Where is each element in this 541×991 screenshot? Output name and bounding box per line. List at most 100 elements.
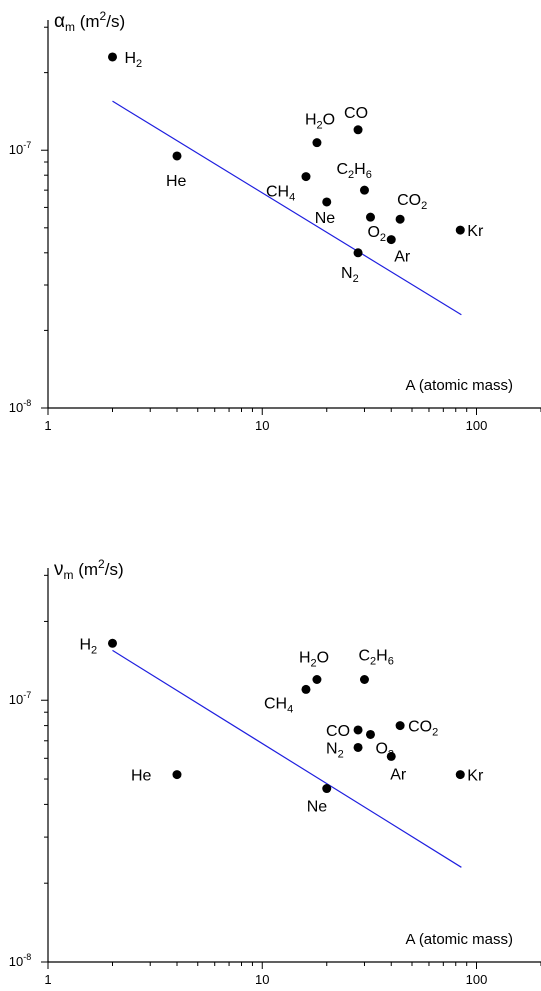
data-point bbox=[107, 52, 117, 62]
point-label-subscript: 6 bbox=[366, 169, 372, 181]
point-label: C2H6 bbox=[336, 161, 371, 181]
data-point bbox=[312, 138, 322, 148]
x-tick-label: 100 bbox=[466, 972, 488, 987]
y-tick-exponent: -7 bbox=[23, 690, 31, 700]
point-label-text: N bbox=[326, 740, 338, 757]
y-label-units-end: /s) bbox=[105, 560, 124, 579]
x-axis-label: A (atomic mass) bbox=[405, 931, 513, 948]
point-label-text: H bbox=[376, 648, 388, 665]
data-point bbox=[395, 721, 405, 731]
point-label-subscript: 2 bbox=[380, 232, 386, 244]
point-label: CH4 bbox=[264, 695, 293, 715]
point-label-subscript: 2 bbox=[370, 656, 376, 668]
point-label: N2 bbox=[341, 265, 359, 285]
point-label-text: C bbox=[358, 648, 370, 665]
point-label: N2 bbox=[326, 740, 344, 760]
point-label: Kr bbox=[467, 768, 484, 785]
y-label-symbol: α bbox=[54, 11, 65, 32]
point-label-subscript: 4 bbox=[287, 703, 293, 715]
point-label-subscript: 2 bbox=[311, 658, 317, 670]
y-label-subscript: m bbox=[65, 20, 75, 34]
point-label: Ne bbox=[307, 799, 328, 816]
point-label-text: H bbox=[305, 112, 317, 129]
trend-line bbox=[112, 649, 462, 868]
x-axis-label: A (atomic mass) bbox=[405, 377, 513, 394]
point-label-subscript: 4 bbox=[289, 192, 295, 204]
y-axis-label: νm (m2/s) bbox=[54, 557, 124, 582]
data-point bbox=[172, 770, 182, 780]
point-label-subscript: 2 bbox=[91, 644, 97, 656]
point-label-subscript: 2 bbox=[432, 727, 438, 739]
data-point bbox=[359, 675, 369, 685]
point-label: H2 bbox=[79, 636, 97, 656]
point-label-subscript: 2 bbox=[353, 273, 359, 285]
point-label: CH4 bbox=[266, 184, 295, 204]
point-label: Kr bbox=[467, 223, 484, 240]
y-tick-label: 10-8 bbox=[9, 952, 31, 969]
data-point bbox=[353, 125, 363, 135]
point-label: H2 bbox=[124, 50, 142, 70]
point-label-subscript: 2 bbox=[317, 120, 323, 132]
y-tick-exponent: -8 bbox=[23, 952, 31, 962]
y-tick-exponent: -8 bbox=[23, 398, 31, 408]
trend-line bbox=[112, 100, 462, 316]
x-tick-label: 1 bbox=[44, 418, 51, 433]
y-label-units-end: /s) bbox=[106, 12, 125, 31]
y-label-symbol: ν bbox=[54, 559, 64, 580]
data-point bbox=[386, 235, 396, 245]
point-label: Ar bbox=[394, 249, 411, 266]
point-label: O2 bbox=[367, 224, 386, 244]
point-label: H2O bbox=[299, 650, 329, 670]
y-label-units-sup: 2 bbox=[98, 557, 105, 571]
data-point bbox=[353, 742, 363, 752]
data-point bbox=[359, 185, 369, 195]
point-label: He bbox=[131, 768, 152, 785]
point-label: CO bbox=[344, 105, 368, 122]
point-label-text: O bbox=[367, 224, 379, 241]
point-label: H2O bbox=[305, 112, 335, 132]
point-label-text: He bbox=[166, 173, 187, 190]
point-label-text: O bbox=[375, 740, 387, 757]
y-tick-label: 10-8 bbox=[9, 398, 31, 415]
point-label: Ne bbox=[315, 210, 336, 227]
y-tick-label: 10-7 bbox=[9, 690, 31, 707]
point-label-subscript: 2 bbox=[136, 58, 142, 70]
point-label: CO bbox=[326, 723, 350, 740]
data-point bbox=[322, 784, 332, 794]
point-label: C2H6 bbox=[358, 648, 393, 668]
point-label-text: CH bbox=[264, 695, 287, 712]
point-label-text: CO bbox=[344, 105, 368, 122]
data-point bbox=[301, 172, 311, 182]
point-label-text: H bbox=[354, 161, 366, 178]
data-point bbox=[322, 197, 332, 207]
point-label-text: H bbox=[79, 636, 91, 653]
y-label-units-sup: 2 bbox=[100, 9, 107, 23]
data-point bbox=[386, 751, 396, 761]
point-label-text: Kr bbox=[467, 223, 484, 240]
point-label-subscript: 2 bbox=[348, 169, 354, 181]
x-tick-label: 100 bbox=[466, 418, 488, 433]
data-point bbox=[365, 212, 375, 222]
point-label-text: O bbox=[323, 112, 335, 129]
point-label-text: N bbox=[341, 265, 353, 282]
point-label: CO2 bbox=[408, 719, 438, 739]
y-tick-base: 10 bbox=[9, 692, 23, 707]
point-label-text: CO bbox=[397, 192, 421, 209]
y-tick-base: 10 bbox=[9, 400, 23, 415]
point-label-text: O bbox=[317, 650, 329, 667]
y-label-subscript: m bbox=[64, 568, 74, 582]
point-label-text: H bbox=[299, 650, 311, 667]
point-label: He bbox=[166, 173, 187, 190]
point-label-text: Ar bbox=[394, 249, 411, 266]
data-point bbox=[353, 725, 363, 735]
y-tick-exponent: -7 bbox=[23, 140, 31, 150]
point-label: CO2 bbox=[397, 192, 427, 212]
point-label-text: CH bbox=[266, 184, 289, 201]
x-tick-label: 10 bbox=[255, 972, 269, 987]
point-label-text: Ne bbox=[315, 210, 336, 227]
y-tick-base: 10 bbox=[9, 142, 23, 157]
y-tick-label: 10-7 bbox=[9, 140, 31, 157]
data-point bbox=[301, 684, 311, 694]
